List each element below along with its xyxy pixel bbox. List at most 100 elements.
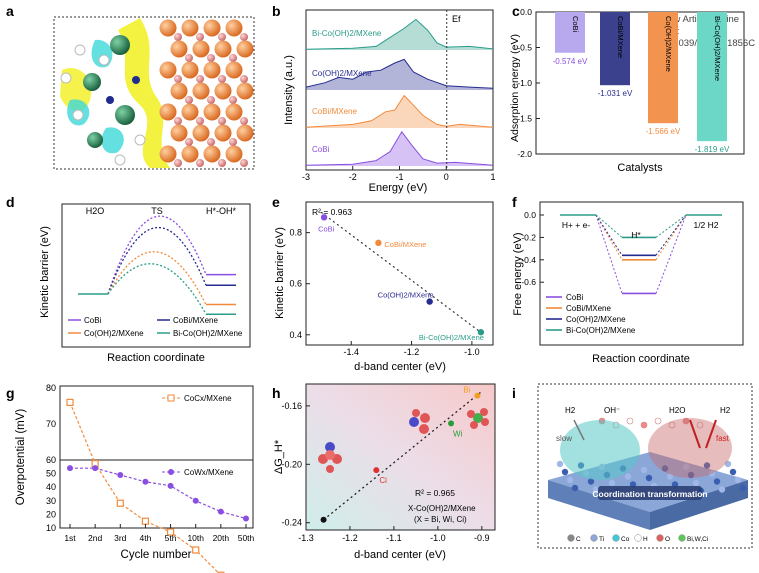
pink-atom [207, 138, 215, 146]
fit-line-e [320, 211, 485, 336]
x-tick-label: -1 [395, 172, 403, 182]
x-tick-label: 5th [165, 533, 177, 543]
y-axis-title-g: Overpotential (mV) [15, 409, 27, 506]
pink-atom [174, 159, 182, 167]
label-oh: OH⁻ [604, 406, 620, 415]
y-tick-label: 0.6 [289, 279, 302, 289]
x-axis-title-f: Reaction coordinate [592, 353, 690, 365]
orange-atom [159, 103, 177, 121]
panel-c: c CoBi -0.574 eV CoBi/MXene -1.031 eV Co(OH)… [509, 3, 745, 174]
dos-line [305, 94, 494, 128]
lattice-atom [592, 486, 600, 493]
pink-atom [196, 33, 204, 41]
y-tick-label: 10 [46, 523, 56, 533]
label-transformation: Coordination transformation [592, 489, 707, 499]
pink-atom [174, 117, 182, 125]
bar-category-label: Bi-Co(OH)2/MXene [713, 16, 722, 81]
pink-atom [196, 75, 204, 83]
dos-area [306, 59, 493, 90]
pink-atom [185, 96, 193, 104]
barrier-curve [107, 251, 207, 305]
fit-line-h [323, 391, 482, 521]
bar-value-label: -1.819 eV [695, 145, 730, 154]
panel-label-h: h [272, 385, 281, 401]
y-tick-label: -1.5 [517, 114, 532, 124]
x-tick-label: -1.0 [464, 347, 480, 357]
adsorption-bars: CoBi -0.574 eV CoBi/MXene -1.031 eV Co(OH)2/… [553, 12, 730, 154]
stage-label-ts: TS [151, 206, 163, 216]
orange-atom [225, 103, 243, 121]
dos-area [306, 95, 493, 128]
connector [655, 214, 687, 256]
orange-atom [236, 124, 254, 142]
orange-atom [214, 40, 232, 58]
orange-atom [214, 124, 232, 142]
pink-atom [240, 33, 248, 41]
plot-frame-e [305, 201, 494, 346]
orange-atom [214, 82, 232, 100]
bar-value-label: -1.566 eV [646, 127, 681, 136]
lattice-atom [734, 476, 742, 484]
scatter-point [426, 298, 433, 305]
panel-label-c: c [512, 3, 520, 19]
axis-ticks-h: -1.3 -1.2 -1.1 -1.0 -0.9 -0.16 -0.20 -0.24 [281, 401, 489, 543]
bar [555, 12, 585, 53]
orange-atom [203, 19, 221, 37]
y-tick-label: 0.4 [289, 330, 302, 340]
stage-label-h2o: H2O [86, 206, 105, 216]
pink-atom [229, 54, 237, 62]
molecule-atom [654, 417, 662, 425]
x-tick-label: 1 [490, 172, 495, 182]
orange-atom [203, 61, 221, 79]
lattice-atom [724, 460, 732, 468]
dos-area [306, 19, 493, 50]
panel-label-e: e [272, 194, 280, 210]
y-axis-title-e: Kinetic barrier (eV) [274, 227, 286, 319]
legend-swatch [567, 534, 575, 542]
orange-atom [225, 145, 243, 163]
scatter-points-e: CoBi CoBi/MXene Co(OH)2/MXene Bi-Co(OH)2/MX… [318, 214, 485, 342]
legend-label: Bi-Co(OH)2/MXene [173, 329, 243, 338]
connector [655, 214, 687, 261]
annotation-e: R² = 0.963 [312, 207, 352, 217]
data-marker [243, 515, 249, 522]
fermi-label: Ef [452, 14, 461, 24]
x-axis-title-h: d-band center (eV) [354, 549, 446, 561]
legend-swatch [590, 534, 598, 542]
dos-area [306, 131, 493, 166]
panel-g: g 1st 2nd 3rd 4th 5th 10th 20th 50th 80 70 60 50 40 3… [6, 383, 255, 573]
orange-atom [203, 145, 221, 163]
y-axis-title-d: Kinetic barrier (eV) [39, 226, 51, 318]
panel-e: e CoBi CoBi/MXene Co(OH)2/MXene Bi-Co(OH)2/… [272, 194, 494, 373]
legend-label: Bi-Co(OH)2/MXene [566, 326, 636, 335]
x-tick-label: -0.9 [474, 533, 490, 543]
series-line [69, 402, 220, 573]
bar-value-label: -0.574 eV [553, 57, 588, 66]
point-label: CoBi [318, 224, 335, 233]
point-label: Ci [379, 476, 387, 485]
scatter-point [320, 214, 328, 221]
x-axis-title-c: Catalysts [617, 162, 663, 174]
orange-atom [225, 61, 243, 79]
x-axis-title-g: Cycle number [121, 549, 192, 561]
x-tick-label: 0 [444, 172, 449, 182]
note-h-line1: X-Co(OH)2/MXene [408, 504, 476, 513]
orange-atom [225, 19, 243, 37]
barrier-curve [107, 263, 207, 315]
x-tick-label: 4th [140, 533, 152, 543]
legend-label: C [576, 536, 581, 543]
bar [600, 12, 630, 86]
y-tick-label: -0.16 [281, 401, 302, 411]
molecule-atom [640, 421, 648, 429]
atom-legend-i: C Ti Co H O Bi,W,Ci [567, 534, 708, 543]
barrier-curve [107, 215, 207, 295]
lattice-atom [556, 460, 564, 468]
bar [648, 12, 678, 124]
series-label: Bi-Co(OH)2/MXene [312, 29, 382, 38]
catalyst-schematic: Coordination transformation H2 OH⁻ H2O H… [548, 406, 748, 530]
x-tick-label: 10th [187, 533, 204, 543]
legend-f: CoBi CoBi/MXene Co(OH)2/MXene Bi-Co(OH)2/MX… [546, 293, 636, 335]
point-label: Co(OH)2/MXene [378, 291, 434, 300]
pink-atom [218, 159, 226, 167]
